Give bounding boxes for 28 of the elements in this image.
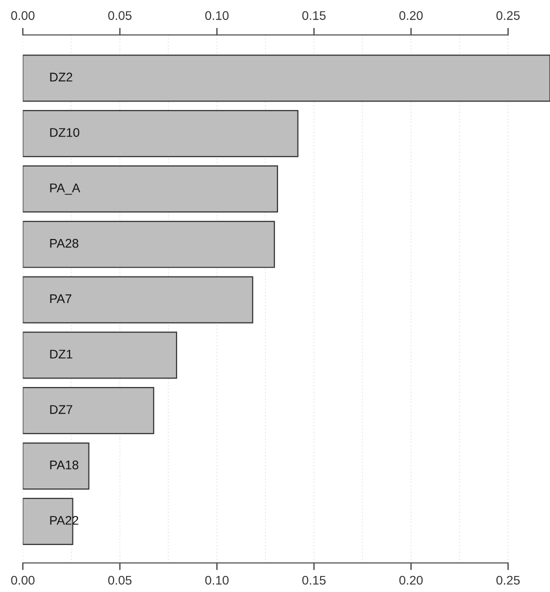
y-tick-label: PA18 [50,460,78,470]
x2-tick-label: 0.00 [11,11,34,20]
y-tick-label: DZ7 [50,405,72,414]
x2-tick-label: 0.05 [108,11,132,20]
bar [22,442,90,490]
bar [22,332,178,379]
x2-tick-label: 0.20 [399,11,423,20]
x2-tick-label: 0.10 [205,11,229,20]
x-tick-label: 0.10 [205,576,229,585]
bar [22,54,550,102]
y-tick-label: DZ2 [50,72,72,82]
bar [22,387,154,434]
x2-tick-label: 0.25 [496,11,520,20]
bar [22,220,275,268]
x-tick-label: 0.00 [11,576,34,585]
y-tick-label: DZ1 [50,350,72,358]
x-tick-label: 0.05 [108,576,132,585]
x-tick-label: 0.15 [302,576,326,585]
y-tick-label: DZ10 [50,128,80,137]
x-tick-label: 0.20 [399,576,423,585]
y-tick-label: PA28 [50,238,78,248]
x-tick-label: 0.25 [496,576,520,585]
y-tick-label: PA_A [50,184,80,195]
bar [22,165,278,213]
bar [22,276,254,324]
bar [22,110,298,158]
y-tick-label: PA7 [50,294,72,304]
x2-tick-label: 0.15 [302,11,326,20]
